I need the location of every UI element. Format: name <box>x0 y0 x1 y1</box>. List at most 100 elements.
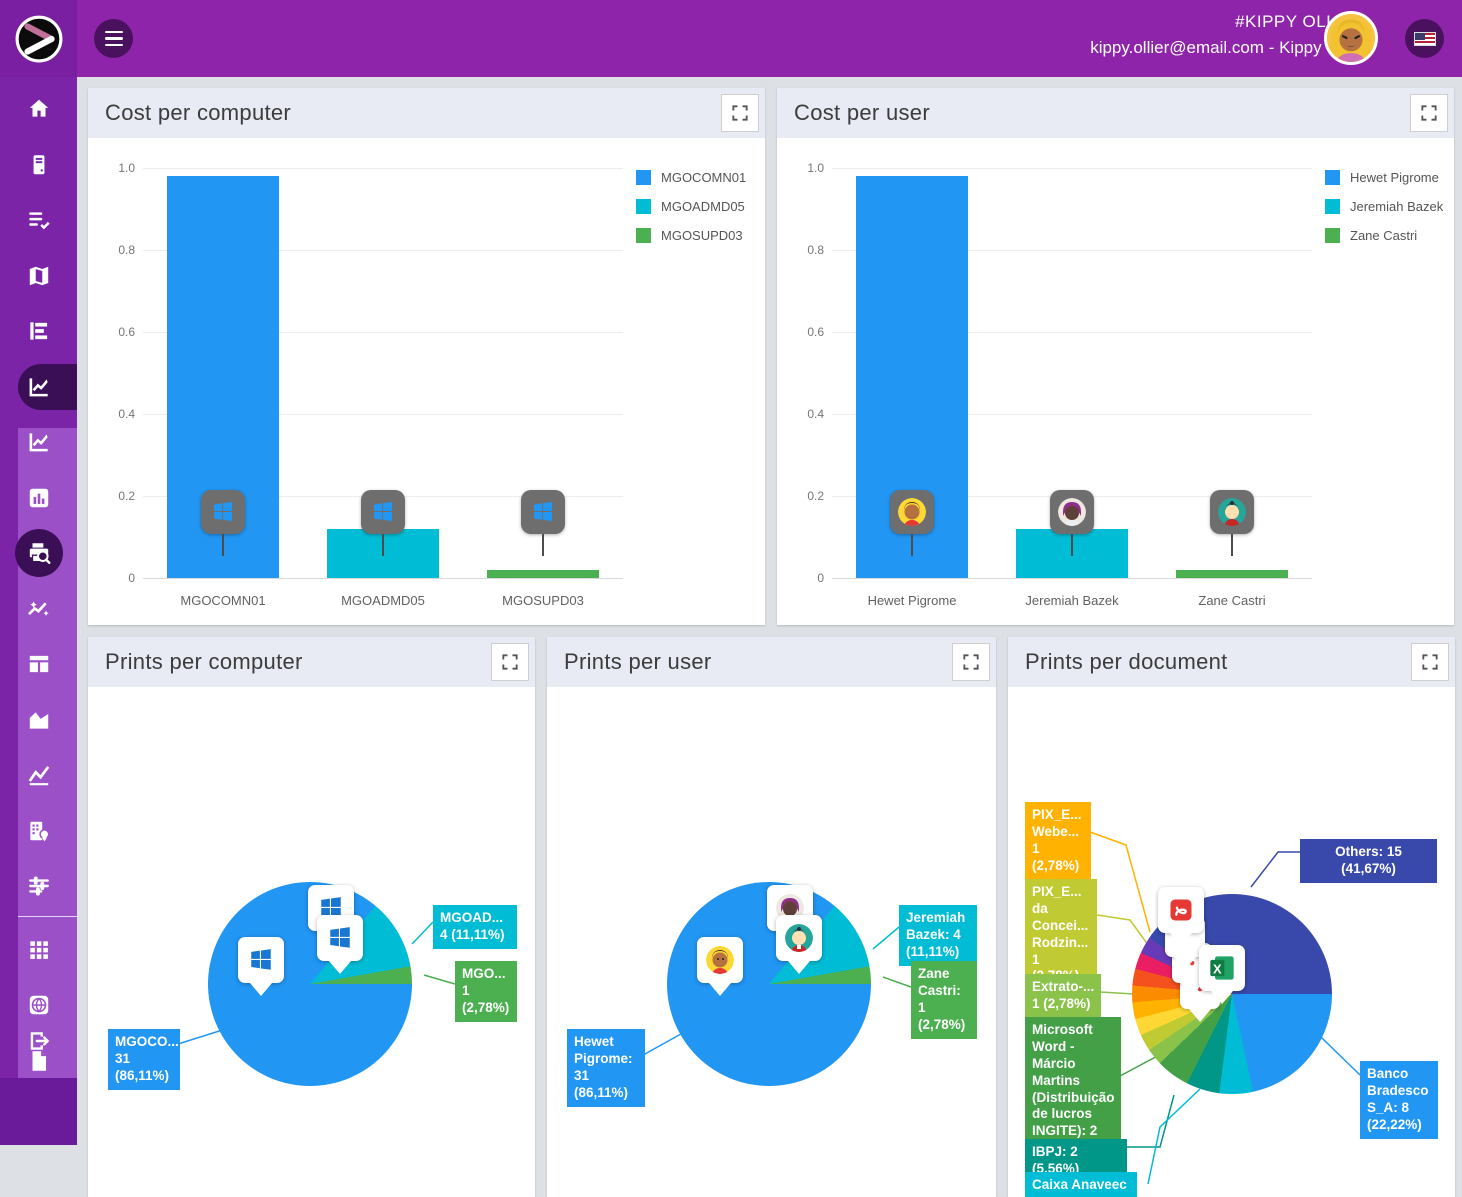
legend-swatch <box>1325 199 1340 214</box>
sidebar-active-highlight <box>18 363 77 410</box>
sidebar <box>0 77 77 1145</box>
x-axis-label: Zane Castri <box>1198 593 1266 608</box>
pie-label: Banco Bradesco S_A: 8 (22,22%) <box>1360 1061 1438 1139</box>
legend-item[interactable]: MGOADMD05 <box>636 199 746 214</box>
sidebar-item-home[interactable] <box>0 82 77 136</box>
legend-swatch <box>636 199 651 214</box>
x-axis-label: MGOCOMN01 <box>180 593 266 608</box>
globe-icon <box>29 995 48 1015</box>
sidebar-item-printer-search[interactable] <box>0 526 77 580</box>
fullscreen-button[interactable] <box>1411 643 1449 681</box>
top-bar: #KIPPY OLLIER kippy.ollier@email.com - K… <box>0 0 1462 77</box>
dashboard: Cost per computer 0 0.2 0.4 0.6 0.8 1.0 MGOCOM… <box>77 77 1462 1197</box>
panel-cost-per-computer: Cost per computer 0 0.2 0.4 0.6 0.8 1.0 MGOCOM… <box>88 88 765 625</box>
sidebar-item-computer[interactable] <box>0 138 77 192</box>
sidebar-item-org-chart[interactable] <box>0 304 77 358</box>
sidebar-item-chart-trend[interactable] <box>0 415 77 469</box>
app-logo[interactable] <box>0 0 77 77</box>
pie-label: Extrato-... 1 (2,78%) <box>1025 974 1101 1018</box>
legend-item[interactable]: MGOSUPD03 <box>636 228 746 243</box>
legend-item[interactable]: Jeremiah Bazek <box>1325 199 1443 214</box>
fullscreen-button[interactable] <box>721 94 759 132</box>
bar-MGOSUPD03[interactable] <box>487 569 599 578</box>
sidebar-item-map[interactable] <box>0 249 77 303</box>
panel-title: Cost per user <box>794 100 930 125</box>
sparkline-stars-icon <box>27 600 49 616</box>
pie-label: Microsoft Word - Márcio Martins (Distrib… <box>1025 1017 1121 1162</box>
sidebar-item-building-pin[interactable] <box>0 804 77 858</box>
fullscreen-button[interactable] <box>491 643 529 681</box>
bar-Zane Castri[interactable] <box>1176 569 1288 578</box>
sidebar-item-tasks[interactable] <box>0 193 77 247</box>
y-axis-tick: 0.8 <box>807 243 824 257</box>
document-icon <box>32 1050 46 1071</box>
pie-label: Jeremiah Bazek: 4 (11,11%) <box>899 905 977 966</box>
fullscreen-button[interactable] <box>952 643 990 681</box>
sidebar-item-line-chart[interactable] <box>0 360 77 414</box>
pie-chart-prints-per-document: X PIX_E... Webe... 1 (2,78%) PIX_E... da… <box>1008 687 1455 1197</box>
sidebar-item-globe[interactable] <box>0 978 77 1032</box>
chart-trend-icon <box>29 433 48 452</box>
windows-pin-icon <box>238 937 284 983</box>
panel-prints-per-user: Prints per user <box>547 637 996 1197</box>
excel-pin-icon: X <box>1199 945 1245 991</box>
sidebar-item-logout[interactable] <box>0 1014 77 1068</box>
legend-label: Hewet Pigrome <box>1350 170 1439 185</box>
avatar[interactable] <box>1324 11 1378 65</box>
pie-label: MGOAD... 4 (11,11%) <box>433 905 517 949</box>
windows-marker-icon <box>521 490 565 556</box>
panel-title: Prints per user <box>564 649 712 674</box>
chart-legend: Hewet Pigrome Jeremiah Bazek Zane Castri <box>1325 170 1443 257</box>
sidebar-item-bar-chart[interactable] <box>0 471 77 525</box>
y-axis-tick: 0 <box>817 571 824 585</box>
pdf-pin-icon <box>1158 887 1204 933</box>
avatar-marker-hewet <box>890 490 934 556</box>
sidebar-item-columns[interactable] <box>0 637 77 691</box>
panel-title: Prints per computer <box>105 649 303 674</box>
panel-prints-per-document: Prints per document <box>1008 637 1455 1197</box>
tasks-icon <box>28 212 50 230</box>
legend-item[interactable]: MGOCOMN01 <box>636 170 746 185</box>
pie-chart-prints-per-computer: MGOCO... 31 (86,11%) MGOAD... 4 (11,11%)… <box>88 687 535 1197</box>
user-email: kippy.ollier@email.com - Kippy Ollier <box>1090 38 1366 57</box>
pie-label: PIX_E... Webe... 1 (2,78%) <box>1025 802 1091 880</box>
pie-label: Hewet Pigrome: 31 (86,11%) <box>567 1029 645 1107</box>
windows-pin-icon <box>317 915 363 961</box>
y-axis-tick: 1.0 <box>118 161 135 175</box>
sidebar-item-apps-grid[interactable] <box>0 923 77 977</box>
pie-label: MGO... 1 (2,78%) <box>455 961 517 1022</box>
fullscreen-icon <box>732 105 748 121</box>
legend-item[interactable]: Hewet Pigrome <box>1325 170 1443 185</box>
chart-legend: MGOCOMN01 MGOADMD05 MGOSUPD03 <box>636 170 746 257</box>
fullscreen-icon <box>963 654 979 670</box>
sidebar-item-area-chart[interactable] <box>0 693 77 747</box>
y-axis-tick: 0.6 <box>118 325 135 339</box>
menu-toggle-button[interactable] <box>94 19 133 58</box>
sidebar-bottom-bg <box>0 1078 77 1145</box>
panel-cost-per-user: Cost per user 0 0.2 0.4 0.6 0.8 1.0 Hewet Pigr… <box>777 88 1454 625</box>
apps-grid-icon <box>29 940 48 959</box>
bar-chart-cost-per-user: 0 0.2 0.4 0.6 0.8 1.0 Hewet Pigrome Jeremiah Ba… <box>777 138 1454 625</box>
panel-title: Prints per document <box>1025 649 1228 674</box>
sidebar-item-sparkline-stars[interactable] <box>0 582 77 636</box>
printer-search-icon <box>29 543 50 564</box>
fullscreen-icon <box>1422 654 1438 670</box>
x-axis-label: Jeremiah Bazek <box>1025 593 1119 608</box>
bar-plot: 0 0.2 0.4 0.6 0.8 1.0 MGOCOMN01 MGOADMD05 MGOSUP… <box>118 161 623 608</box>
legend-label: MGOSUPD03 <box>661 228 743 243</box>
columns-icon <box>29 655 48 673</box>
legend-item[interactable]: Zane Castri <box>1325 228 1443 243</box>
panel-header: Prints per computer <box>88 637 535 687</box>
sidebar-item-tune[interactable] <box>0 859 77 913</box>
sidebar-item-document[interactable] <box>0 1034 77 1088</box>
y-axis-tick: 0.2 <box>807 489 824 503</box>
legend-swatch <box>1325 170 1340 185</box>
y-axis-tick: 0.4 <box>807 407 824 421</box>
sidebar-item-line-chart2[interactable] <box>0 748 77 802</box>
language-selector[interactable] <box>1405 19 1444 58</box>
legend-label: MGOCOMN01 <box>661 170 747 185</box>
bar-plot: 0 0.2 0.4 0.6 0.8 1.0 Hewet Pigrome Jeremiah Ba… <box>807 161 1312 608</box>
building-pin-icon <box>29 821 50 841</box>
avatar-marker-zane <box>1210 490 1254 556</box>
fullscreen-button[interactable] <box>1410 94 1448 132</box>
